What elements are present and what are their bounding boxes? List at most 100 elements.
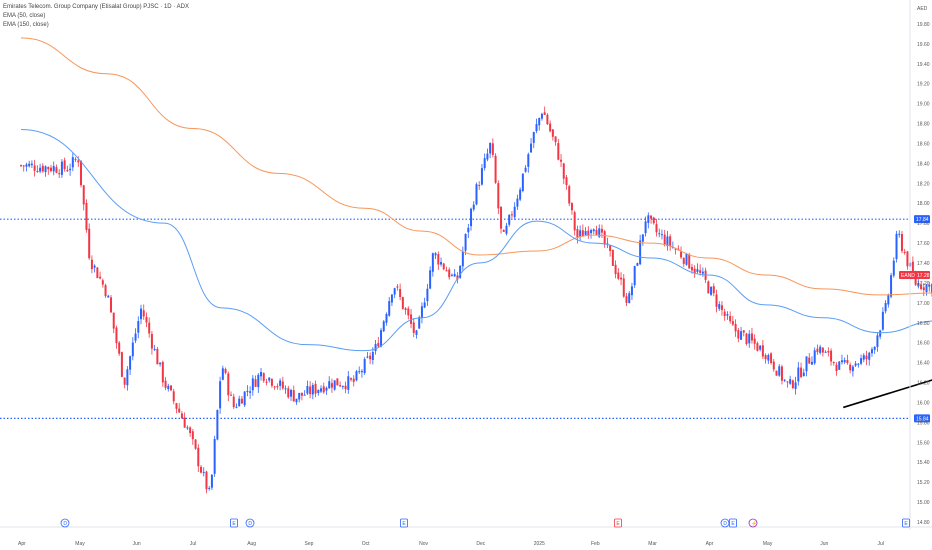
candle-body [742, 330, 745, 333]
candle-body [707, 281, 710, 294]
candle-body [415, 330, 418, 335]
candle-body [810, 361, 813, 365]
candle-body [25, 164, 28, 167]
candle-body [311, 385, 314, 395]
candle-body [150, 333, 153, 349]
time-tick-label: Aug [247, 541, 256, 547]
candle-body [453, 273, 456, 277]
price-axis[interactable]: AED 19.80 19.60 19.40 19.20 19.00 18.80 18.60 18… [899, 0, 930, 530]
candle-body [66, 170, 69, 172]
candle-body [363, 359, 366, 374]
candle-body [33, 165, 36, 171]
event-marker [230, 518, 238, 528]
candle-body [101, 280, 104, 285]
candle-body [309, 386, 312, 395]
price-tick-label: 18.60 [917, 141, 930, 147]
ema150-legend[interactable]: EMA (150, close) [3, 22, 49, 28]
candle-body [862, 355, 865, 360]
candle-body [401, 297, 404, 309]
event-marker [614, 518, 622, 528]
price-tick-label: 15.80 [917, 420, 930, 426]
candle-body [232, 396, 235, 408]
candle-body [306, 386, 309, 394]
candle-body [890, 275, 893, 297]
candle-body [88, 228, 91, 259]
candle-body [710, 286, 713, 295]
candle-body [497, 183, 500, 209]
symbol-title[interactable]: Emirates Telecom. Group Company (Etisala… [3, 4, 189, 10]
candle-body [592, 229, 595, 232]
price-tick-label: 16.80 [917, 321, 930, 327]
candle-body [500, 206, 503, 229]
candle-body [475, 184, 478, 205]
candle-body [170, 385, 173, 391]
time-tick-label: Feb [591, 541, 600, 547]
candle-body [235, 406, 238, 408]
candle-body [917, 282, 920, 287]
time-tick-label: Mar [648, 541, 657, 547]
candle-body [674, 248, 677, 250]
candle-body [448, 269, 451, 278]
candle-body [521, 173, 524, 191]
candle-body [876, 335, 879, 347]
candle-body [208, 487, 211, 489]
event-marker [902, 518, 910, 528]
candle-body [178, 408, 181, 413]
candle-body [513, 206, 516, 218]
candle-body [614, 264, 617, 275]
candle-body [388, 301, 391, 316]
candle-body [221, 368, 224, 380]
candle-body [502, 229, 505, 232]
event-marker-label: E [616, 521, 620, 527]
candle-body [930, 283, 932, 293]
candle-body [320, 388, 323, 392]
candle-body [52, 166, 55, 172]
candle-body [287, 388, 290, 398]
candle-body [628, 293, 631, 304]
event-marker-label: E [232, 521, 236, 527]
candle-body [772, 361, 775, 370]
candle-body [530, 143, 533, 153]
candle-body [900, 234, 903, 251]
candle-body [189, 427, 192, 434]
candle-body [314, 383, 317, 394]
candle-body [249, 391, 252, 393]
candle-body [382, 321, 385, 332]
candle-body [200, 466, 203, 473]
candle-body [410, 314, 413, 324]
price-tick-label: 17.00 [917, 301, 930, 307]
candle-body [47, 166, 50, 170]
candle-body [562, 163, 565, 179]
candle-body [745, 333, 748, 344]
candle-body [824, 351, 827, 353]
candle-body [892, 260, 895, 276]
trendline-drawings [843, 379, 932, 409]
candle-body [538, 118, 541, 126]
candle-body [802, 372, 805, 377]
event-marker-label: D [723, 521, 727, 527]
time-tick-label: May [75, 541, 85, 547]
price-tick-label: 15.20 [917, 480, 930, 486]
candle-body [137, 321, 140, 333]
candle-body [461, 251, 464, 267]
candle-body [609, 245, 612, 252]
candle-body [251, 378, 254, 391]
price-tick-label: 14.80 [917, 520, 930, 526]
candle-body [216, 410, 219, 440]
time-axis[interactable]: Apr May Jun Jul Aug Sep Oct Nov Dec 2025 Feb Mar Apr… [0, 526, 932, 547]
event-marker [60, 518, 70, 528]
candle-body [336, 378, 339, 386]
price-tick-label: 18.40 [917, 161, 930, 167]
ema50-legend[interactable]: EMA (50, close) [3, 13, 46, 19]
candle-body [723, 311, 726, 317]
candle-body [339, 385, 342, 387]
candle-body [344, 385, 347, 390]
candle-body [276, 386, 279, 388]
candle-body [865, 355, 868, 360]
candle-body [175, 403, 178, 409]
level-tag [914, 414, 930, 423]
candle-body [906, 251, 909, 267]
candle-body [633, 266, 636, 286]
candle-body [420, 306, 423, 318]
